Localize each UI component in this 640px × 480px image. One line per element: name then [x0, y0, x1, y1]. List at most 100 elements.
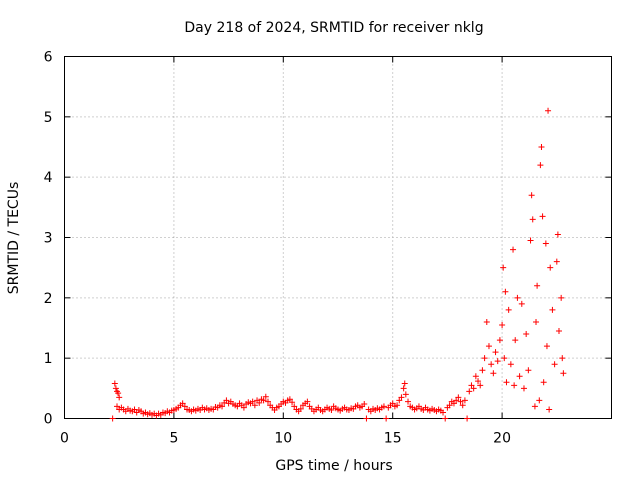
data-point: [527, 237, 534, 244]
data-point: [400, 385, 407, 392]
data-point: [547, 264, 554, 271]
data-point: [554, 231, 561, 238]
data-point: [500, 264, 507, 271]
y-axis-label: SRMTID / TECUs: [6, 182, 22, 295]
y-tick-label: 4: [44, 170, 53, 186]
data-point: [112, 385, 119, 392]
data-point: [453, 397, 460, 404]
data-point: [536, 397, 543, 404]
data-point: [260, 397, 267, 404]
x-tick-label: 0: [60, 431, 69, 447]
data-point: [485, 343, 492, 350]
data-point: [297, 405, 304, 412]
data-point: [512, 337, 519, 344]
data-point: [466, 388, 473, 395]
data-point: [545, 107, 552, 114]
data-point: [219, 403, 226, 410]
data-point: [383, 415, 390, 422]
data-point: [507, 361, 514, 368]
data-point: [440, 409, 447, 416]
data-point: [111, 380, 118, 387]
data-point: [262, 393, 269, 400]
data-point: [543, 343, 550, 350]
data-point: [496, 337, 503, 344]
data-point: [494, 358, 501, 365]
data-point: [533, 318, 540, 325]
data-point: [455, 394, 462, 401]
data-point: [542, 240, 549, 247]
data-point: [477, 382, 484, 389]
y-tick-label: 1: [44, 351, 53, 367]
data-point: [529, 216, 536, 223]
chart-title: Day 218 of 2024, SRMTID for receiver nkl…: [184, 20, 483, 36]
data-point: [553, 258, 560, 265]
data-point: [304, 398, 311, 405]
data-point: [240, 404, 247, 411]
data-point: [181, 403, 188, 410]
data-point: [537, 162, 544, 169]
data-point: [518, 300, 525, 307]
data-point: [539, 213, 546, 220]
x-tick-label: 15: [384, 431, 402, 447]
data-point: [502, 288, 509, 295]
data-point: [289, 399, 296, 406]
data-point: [394, 402, 401, 409]
data-point: [483, 318, 490, 325]
x-axis: 0 5 10 15 20: [60, 56, 511, 447]
x-axis-label: GPS time / hours: [275, 458, 392, 474]
data-point: [559, 355, 566, 362]
data-point: [464, 415, 471, 422]
data-point: [479, 367, 486, 374]
y-tick-label: 2: [44, 291, 53, 307]
data-point: [488, 361, 495, 368]
data-point: [401, 380, 408, 387]
data-point: [470, 385, 477, 392]
data-point: [510, 246, 517, 253]
y-tick-label: 3: [44, 231, 53, 247]
data-point: [234, 403, 241, 410]
data-point: [450, 400, 457, 407]
data-point: [251, 402, 258, 409]
data-point: [501, 355, 508, 362]
data-point: [223, 397, 230, 404]
data-point: [549, 306, 556, 313]
data-point: [361, 401, 368, 408]
data-point: [291, 403, 298, 410]
y-tick-label: 6: [44, 50, 53, 66]
data-point: [363, 415, 370, 422]
data-point: [511, 382, 518, 389]
data-point: [558, 294, 565, 301]
data-point: [264, 398, 271, 405]
data-point: [528, 192, 535, 199]
data-point: [457, 398, 464, 405]
data-point: [116, 394, 123, 401]
data-point: [115, 390, 122, 397]
data-point: [109, 415, 116, 422]
y-tick-label: 0: [44, 412, 53, 428]
data-point: [396, 397, 403, 404]
x-tick-label: 10: [274, 431, 292, 447]
data-point: [328, 407, 335, 414]
data-points: [109, 107, 567, 422]
data-point: [286, 396, 293, 403]
data-point: [131, 406, 138, 413]
data-point: [249, 398, 256, 405]
data-point: [531, 403, 538, 410]
data-point: [525, 367, 532, 374]
data-point: [540, 379, 547, 386]
data-point: [499, 321, 506, 328]
x-tick-label: 20: [493, 431, 511, 447]
data-point: [505, 306, 512, 313]
data-point: [520, 385, 527, 392]
data-point: [503, 379, 510, 386]
data-point: [516, 373, 523, 380]
data-point: [551, 361, 558, 368]
data-point: [389, 400, 396, 407]
data-point: [398, 394, 405, 401]
data-point: [442, 415, 449, 422]
data-point: [179, 400, 186, 407]
data-point: [461, 397, 468, 404]
data-point: [468, 382, 475, 389]
data-point: [492, 349, 499, 356]
data-point: [114, 403, 121, 410]
